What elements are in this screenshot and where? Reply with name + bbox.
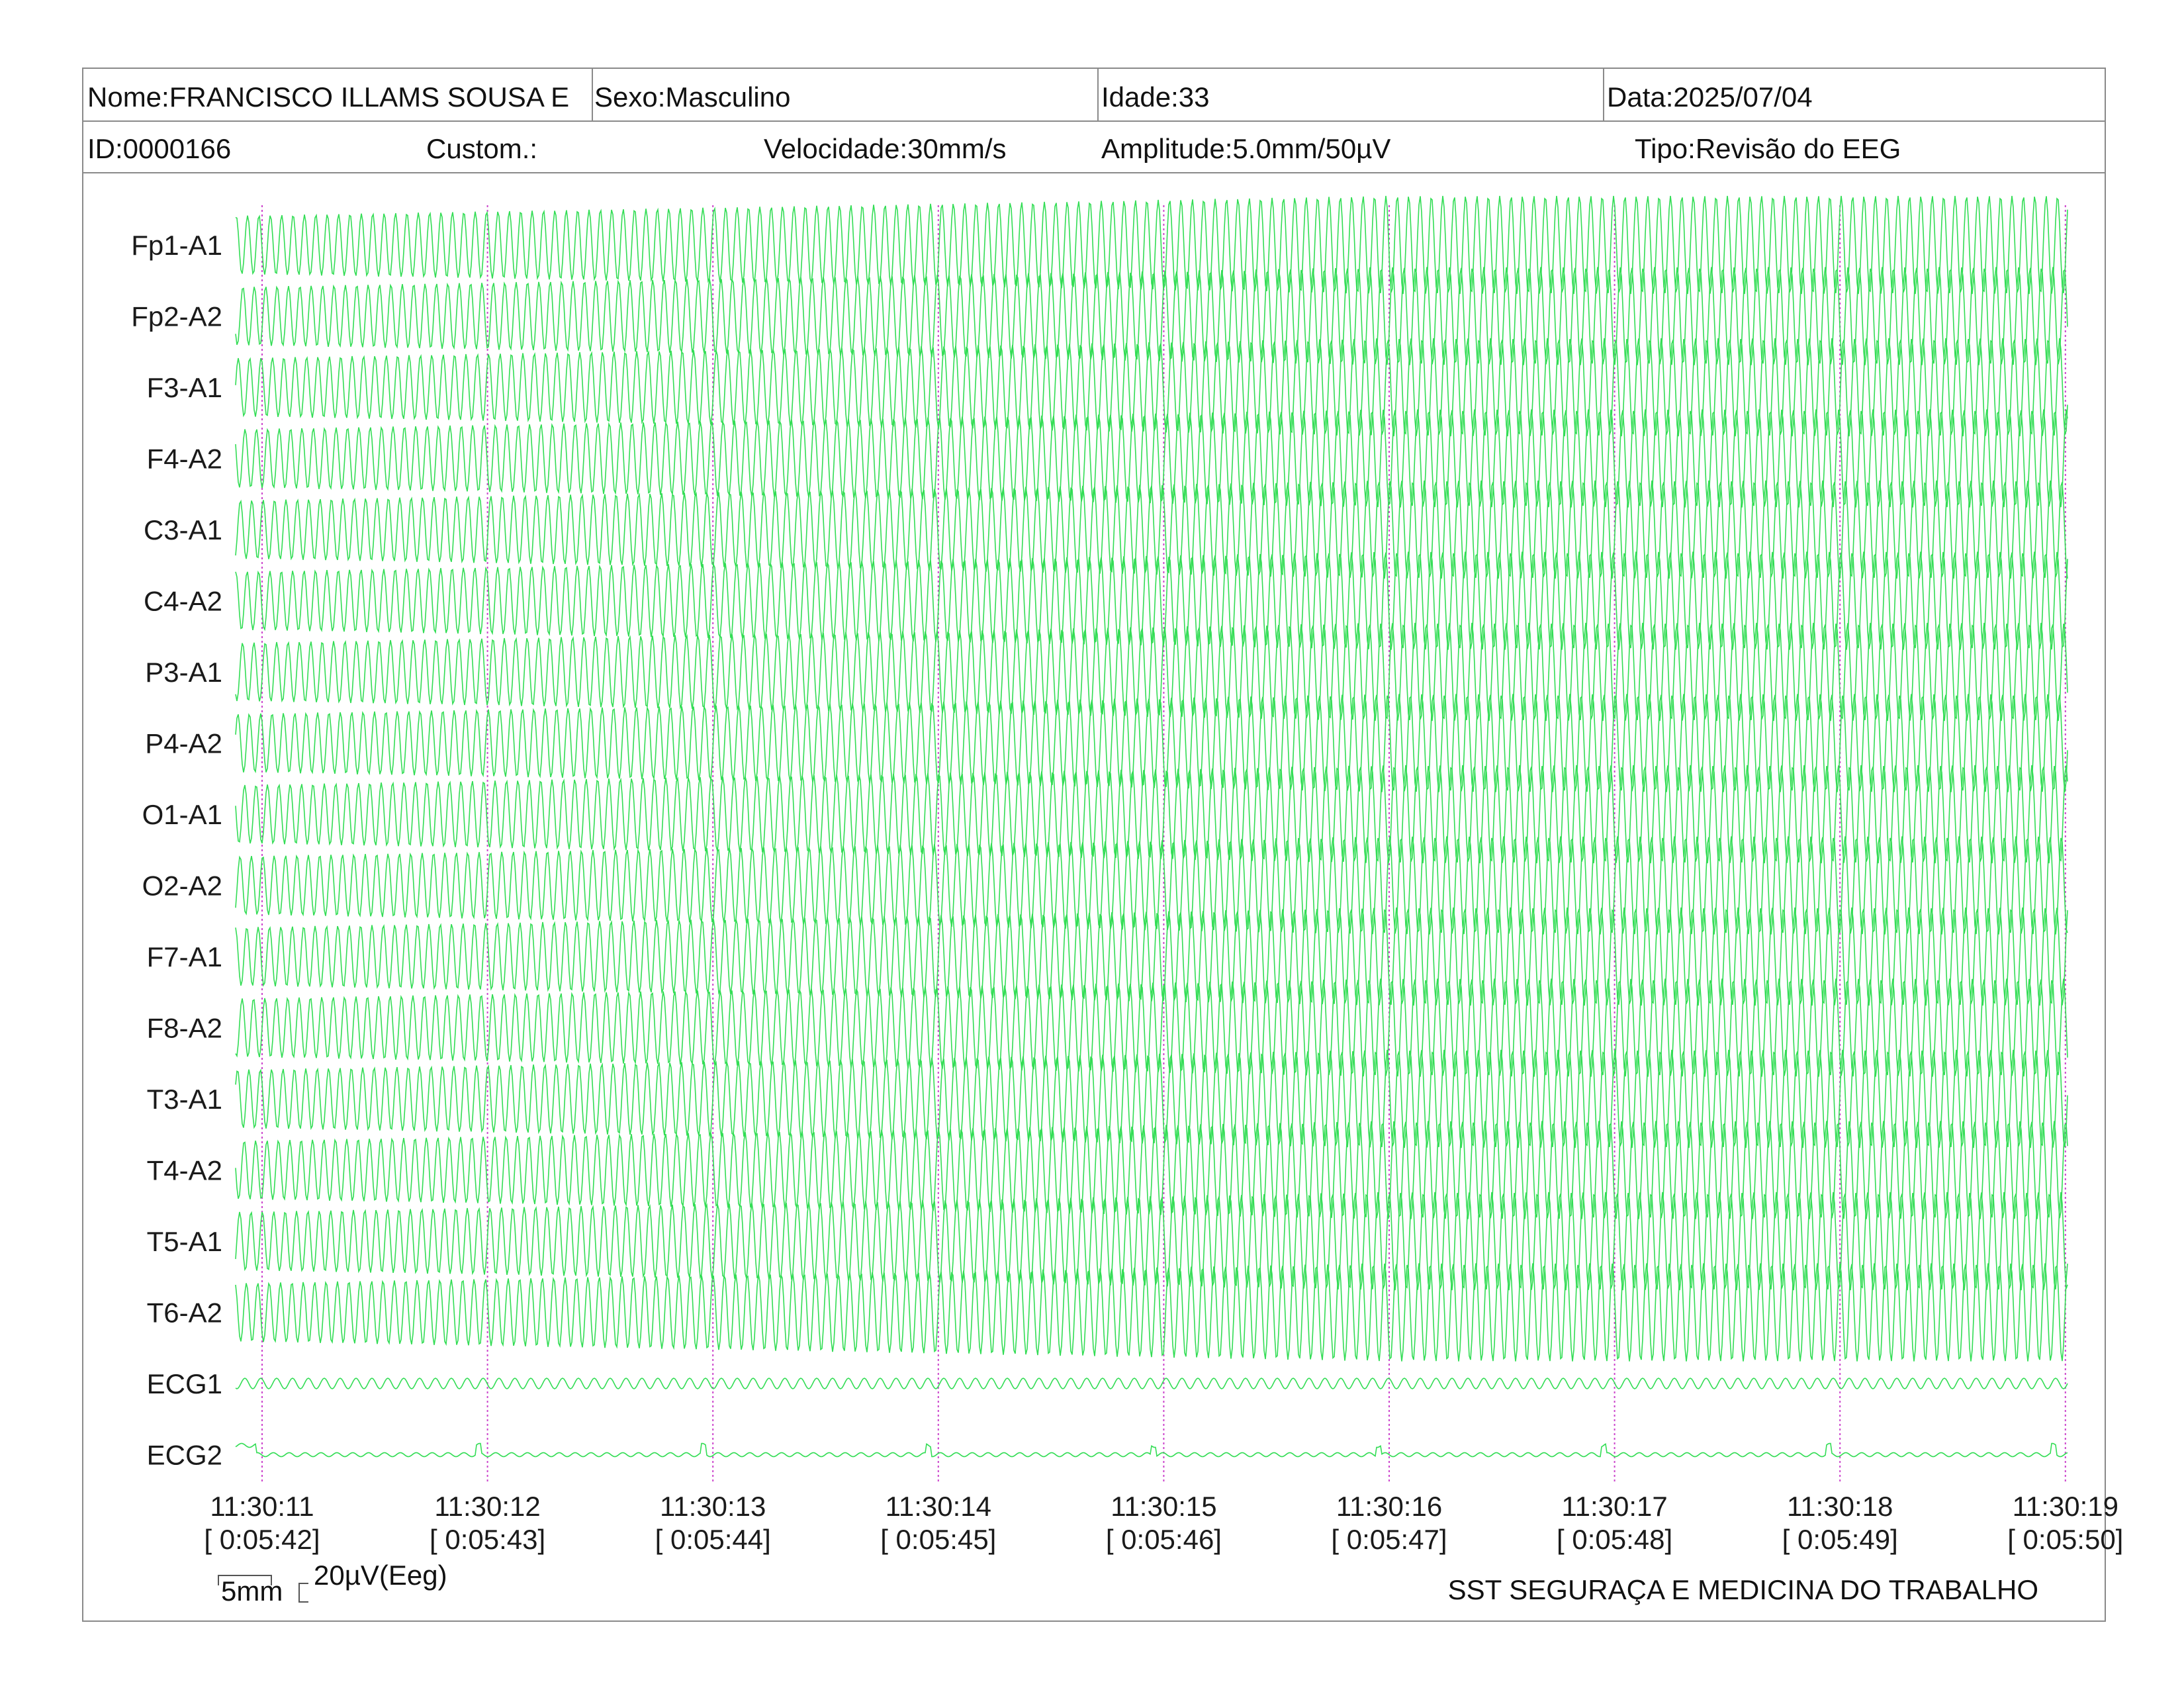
channel-label: C3-A1 <box>144 514 222 545</box>
channel-trace <box>235 1378 2068 1389</box>
custom-field: Custom.: <box>426 135 538 163</box>
channel-label: F7-A1 <box>147 941 222 972</box>
channel-label: Fp1-A1 <box>131 230 222 261</box>
channel-label: Fp2-A2 <box>131 301 222 332</box>
patient-sex: Sexo:Masculino <box>594 83 791 111</box>
time-scale-label: 5mm <box>221 1575 283 1607</box>
channel-label: F4-A2 <box>147 444 222 475</box>
channel-trace <box>235 1192 2068 1291</box>
time-scale-bar <box>218 1575 272 1585</box>
elapsed-label: [ 0:05:50] <box>2007 1524 2123 1555</box>
patient-name: Nome:FRANCISCO ILLAMS SOUSA E <box>87 83 570 111</box>
channel-trace <box>235 765 2068 864</box>
channel-trace <box>235 195 2068 295</box>
channel-label: T4-A2 <box>147 1155 222 1186</box>
channel-label: O2-A2 <box>142 870 222 902</box>
time-label: 11:30:18 <box>1787 1491 1893 1522</box>
header-cell-divider <box>1603 69 1604 120</box>
channel-label: T6-A2 <box>147 1297 222 1329</box>
patient-id: ID:0000166 <box>87 135 232 163</box>
elapsed-label: [ 0:05:44] <box>655 1524 771 1555</box>
elapsed-label: [ 0:05:48] <box>1557 1524 1672 1555</box>
channel-label: P3-A1 <box>145 657 222 688</box>
time-label: 11:30:15 <box>1111 1491 1216 1522</box>
channel-trace <box>235 1263 2068 1362</box>
channel-label: F8-A2 <box>147 1013 222 1044</box>
channel-trace <box>235 694 2068 792</box>
speed-setting: Velocidade:30mm/s <box>764 135 1007 163</box>
time-label: 11:30:13 <box>660 1491 766 1522</box>
channel-label: ECG1 <box>147 1368 222 1399</box>
channel-trace <box>235 338 2068 437</box>
channel-trace <box>235 978 2068 1077</box>
channel-trace <box>235 1049 2068 1149</box>
elapsed-label: [ 0:05:42] <box>204 1524 320 1555</box>
time-label: 11:30:19 <box>2013 1491 2118 1522</box>
elapsed-label: [ 0:05:47] <box>1331 1524 1447 1555</box>
channel-label: ECG2 <box>147 1440 222 1471</box>
patient-age: Idade:33 <box>1101 83 1210 111</box>
report-frame: Nome:FRANCISCO ILLAMS SOUSA E Sexo:Mascu… <box>82 68 2106 1622</box>
channel-trace <box>235 836 2068 935</box>
time-label: 11:30:16 <box>1336 1491 1442 1522</box>
elapsed-label: [ 0:05:46] <box>1106 1524 1222 1555</box>
elapsed-label: [ 0:05:43] <box>430 1524 545 1555</box>
channel-trace <box>235 622 2068 722</box>
channel-trace <box>235 480 2068 579</box>
amplitude-setting: Amplitude:5.0mm/50µV <box>1101 135 1391 163</box>
time-label: 11:30:11 <box>210 1491 314 1522</box>
channel-label: T3-A1 <box>147 1084 222 1115</box>
channel-label: O1-A1 <box>142 799 222 830</box>
header-divider-2 <box>83 172 2105 173</box>
exam-type: Tipo:Revisão do EEG <box>1635 135 1901 163</box>
amplitude-scale-bar <box>298 1583 308 1603</box>
channel-label: T5-A1 <box>147 1226 222 1257</box>
header-cell-divider <box>1097 69 1099 120</box>
amplitude-scale-label: 20µV(Eeg) <box>314 1560 447 1591</box>
channel-trace <box>235 1121 2068 1219</box>
time-label: 11:30:12 <box>434 1491 540 1522</box>
elapsed-label: [ 0:05:49] <box>1782 1524 1898 1555</box>
company-name: SST SEGURAÇA E MEDICINA DO TRABALHO <box>1447 1574 2038 1605</box>
channel-label: F3-A1 <box>147 372 222 403</box>
channel-trace <box>235 1442 2068 1458</box>
time-label: 11:30:14 <box>886 1491 991 1522</box>
header-cell-divider <box>592 69 593 120</box>
time-label: 11:30:17 <box>1561 1491 1667 1522</box>
channel-label: P4-A2 <box>145 728 222 759</box>
exam-date: Data:2025/07/04 <box>1607 83 1813 111</box>
channel-label: C4-A2 <box>144 586 222 617</box>
header-divider-1 <box>83 120 2105 122</box>
elapsed-label: [ 0:05:45] <box>880 1524 996 1555</box>
